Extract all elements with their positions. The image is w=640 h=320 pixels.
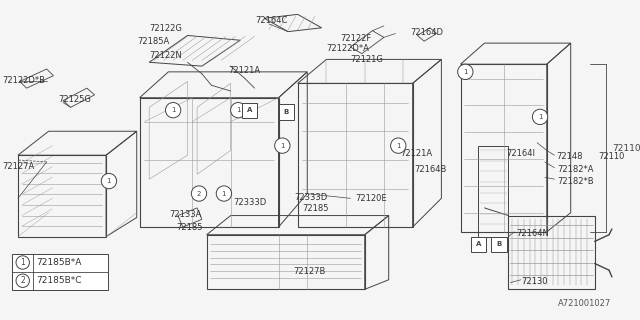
Text: 72185B*A: 72185B*A <box>36 258 81 267</box>
Circle shape <box>275 138 290 153</box>
Text: 72110: 72110 <box>598 152 625 161</box>
Circle shape <box>166 102 181 118</box>
Circle shape <box>191 186 207 201</box>
Text: 1: 1 <box>20 258 25 267</box>
Circle shape <box>16 274 29 287</box>
Text: 72164D: 72164D <box>411 28 444 37</box>
Text: 72185: 72185 <box>176 223 202 232</box>
Text: A721001027: A721001027 <box>557 300 611 308</box>
Text: 2: 2 <box>197 190 201 196</box>
Circle shape <box>216 186 232 201</box>
Text: 72185B*C: 72185B*C <box>36 276 82 285</box>
Text: 1: 1 <box>538 114 542 120</box>
Text: 72164N: 72164N <box>516 229 549 238</box>
Text: 72121A: 72121A <box>228 66 261 75</box>
Text: 72164I: 72164I <box>506 148 536 157</box>
Text: B: B <box>496 241 502 247</box>
Text: 72164B: 72164B <box>415 165 447 174</box>
Circle shape <box>101 173 116 189</box>
Text: 72130: 72130 <box>521 277 547 286</box>
Text: 72122D*B: 72122D*B <box>3 76 45 85</box>
Bar <box>12 254 108 290</box>
Text: 1: 1 <box>396 143 401 148</box>
Text: B: B <box>284 109 289 115</box>
Text: 72333D: 72333D <box>234 198 267 207</box>
Text: 1: 1 <box>107 178 111 184</box>
Text: 2: 2 <box>20 276 25 285</box>
Text: 72182*A: 72182*A <box>557 165 594 174</box>
Circle shape <box>230 102 246 118</box>
Text: 72121A: 72121A <box>400 148 432 157</box>
Text: 72127B: 72127B <box>293 267 325 276</box>
Text: A: A <box>247 107 252 113</box>
Text: 72333D: 72333D <box>294 193 327 202</box>
Text: 72122F: 72122F <box>340 34 371 43</box>
Text: 1: 1 <box>171 107 175 113</box>
Text: 72148: 72148 <box>556 152 583 161</box>
Text: 72185: 72185 <box>303 204 329 213</box>
Text: 72120E: 72120E <box>355 195 387 204</box>
Circle shape <box>532 109 548 124</box>
Text: 72127A: 72127A <box>3 162 35 171</box>
Text: 72164C: 72164C <box>255 16 288 25</box>
Text: 72122G: 72122G <box>149 24 182 33</box>
Bar <box>491 237 506 252</box>
Circle shape <box>390 138 406 153</box>
Bar <box>278 104 294 120</box>
Text: 72125G: 72125G <box>58 95 91 104</box>
Text: 72133A: 72133A <box>170 210 202 219</box>
Text: 72110: 72110 <box>612 144 640 153</box>
Bar <box>471 237 486 252</box>
Circle shape <box>458 64 473 80</box>
Text: 72182*B: 72182*B <box>557 177 594 186</box>
Text: 1: 1 <box>463 69 468 75</box>
Text: 72185A: 72185A <box>138 37 170 46</box>
Text: 1: 1 <box>236 107 241 113</box>
Text: 72122N: 72122N <box>149 51 182 60</box>
Text: 72122D*A: 72122D*A <box>326 44 369 53</box>
Text: 1: 1 <box>280 143 285 148</box>
Text: 72121G: 72121G <box>350 55 383 64</box>
Text: 1: 1 <box>221 190 226 196</box>
Bar <box>242 102 257 118</box>
Circle shape <box>16 256 29 269</box>
Text: A: A <box>476 241 481 247</box>
